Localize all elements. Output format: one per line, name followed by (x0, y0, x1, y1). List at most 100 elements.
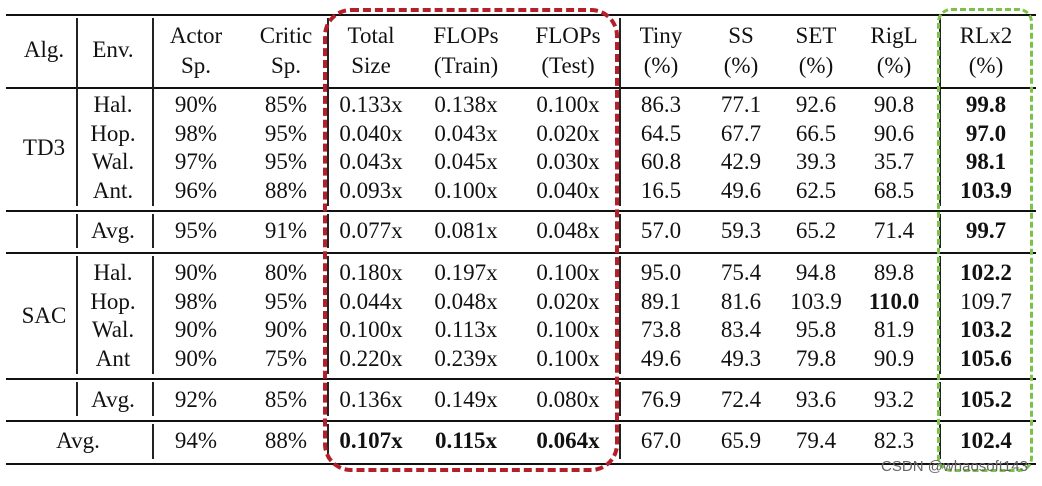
column-separator (152, 256, 154, 374)
table-cell: 67.0 (640, 428, 682, 453)
column-separator (619, 256, 621, 374)
table-cell: 0.043x (434, 121, 498, 146)
table-cell: 67.7 (720, 121, 762, 146)
column-header: Critic (259, 23, 313, 48)
column-header: (Train) (433, 53, 499, 78)
column-header: (%) (643, 53, 679, 78)
table-cell: 86.3 (640, 92, 682, 117)
table-cell: 95.0 (640, 260, 682, 285)
table-cell: 0.044x (339, 289, 403, 314)
table-cell: Avg. (91, 387, 135, 412)
table-cell: 0.020x (536, 121, 600, 146)
column-header: Size (351, 53, 391, 78)
table-cell: 0.080x (536, 387, 600, 412)
column-separator (76, 18, 78, 206)
table-cell: 103.9 (790, 289, 842, 314)
column-header: Tiny (639, 23, 683, 48)
watermark: CSDN @whaosoft143 (881, 458, 1028, 475)
table-cell: 109.7 (960, 289, 1012, 314)
table-cell: 66.5 (795, 121, 837, 146)
table-cell: 68.5 (873, 178, 915, 203)
table-cell: Hop. (90, 289, 136, 314)
table-cell: 0.100x (434, 178, 498, 203)
column-header: Env. (92, 37, 134, 62)
table-cell: 98% (174, 289, 218, 314)
column-separator (76, 256, 78, 374)
column-header: FLOPs (433, 23, 499, 48)
column-header: (%) (876, 53, 912, 78)
table-cell: 83.4 (720, 317, 762, 342)
table-cell: 71.4 (873, 218, 915, 243)
table-cell: 64.5 (640, 121, 682, 146)
table-cell: 103.2 (960, 317, 1012, 342)
table-cell: 85% (264, 92, 308, 117)
bottom-rule (6, 463, 1036, 465)
column-header: SS (728, 23, 754, 48)
table-cell: 0.043x (339, 149, 403, 174)
table-cell: 88% (264, 428, 308, 453)
table-cell: 94.8 (795, 260, 837, 285)
table-cell: 0.220x (339, 346, 403, 371)
column-header: (%) (723, 53, 759, 78)
table-cell: 82.3 (873, 428, 915, 453)
algorithm-label: SAC (21, 303, 67, 328)
table-cell: 73.8 (640, 317, 682, 342)
table-cell: 90% (174, 317, 218, 342)
table-cell: Hop. (90, 121, 136, 146)
column-header: FLOPs (535, 23, 601, 48)
column-header: Sp. (270, 53, 302, 78)
table-cell: 91% (264, 218, 308, 243)
table-cell: 0.149x (434, 387, 498, 412)
table-cell: 0.100x (339, 317, 403, 342)
column-separator (619, 18, 621, 206)
table-cell: 98% (174, 121, 218, 146)
column-separator (152, 424, 154, 459)
table-cell: 90% (264, 317, 308, 342)
column-separator (327, 214, 329, 248)
table-cell: 95% (264, 289, 308, 314)
table-cell: 0.081x (434, 218, 498, 243)
table-cell: 105.6 (960, 346, 1012, 371)
table-cell: 90% (174, 346, 218, 371)
column-separator (76, 382, 78, 416)
table-cell: 102.2 (960, 260, 1012, 285)
table-cell: 0.138x (434, 92, 498, 117)
column-separator (327, 424, 329, 459)
column-separator (619, 214, 621, 248)
column-header: Sp. (180, 53, 212, 78)
column-separator (619, 382, 621, 416)
table-cell: 89.1 (640, 289, 682, 314)
column-separator (327, 382, 329, 416)
table-cell: 0.040x (339, 121, 403, 146)
table-cell: 59.3 (720, 218, 762, 243)
table-cell: 95.8 (795, 317, 837, 342)
table-cell: 105.2 (960, 387, 1012, 412)
table-cell: Wal. (91, 149, 135, 174)
table-cell: 49.6 (640, 346, 682, 371)
table-cell: 42.9 (720, 149, 762, 174)
table-cell: 0.180x (339, 260, 403, 285)
table-cell: 0.020x (536, 289, 600, 314)
table-cell: 95% (264, 121, 308, 146)
table-cell: 65.9 (720, 428, 762, 453)
table-cell: 95% (264, 149, 308, 174)
table-cell: 93.6 (795, 387, 837, 412)
table-cell: Hal. (93, 92, 133, 117)
column-separator (619, 424, 621, 459)
table-cell: Ant (95, 346, 131, 371)
table-cell: 85% (264, 387, 308, 412)
table-cell: 49.3 (720, 346, 762, 371)
column-header: (%) (968, 53, 1004, 78)
table-cell: 0.077x (339, 218, 403, 243)
group-rule (6, 210, 1036, 212)
table-cell: 0.030x (536, 149, 600, 174)
table-cell: 35.7 (873, 149, 915, 174)
table-cell: 0.239x (434, 346, 498, 371)
table-cell: 99.7 (965, 218, 1007, 243)
column-separator (152, 214, 154, 248)
table-cell: 0.100x (536, 317, 600, 342)
table-cell: 0.048x (536, 218, 600, 243)
column-header: (%) (798, 53, 834, 78)
group-rule (6, 420, 1036, 422)
